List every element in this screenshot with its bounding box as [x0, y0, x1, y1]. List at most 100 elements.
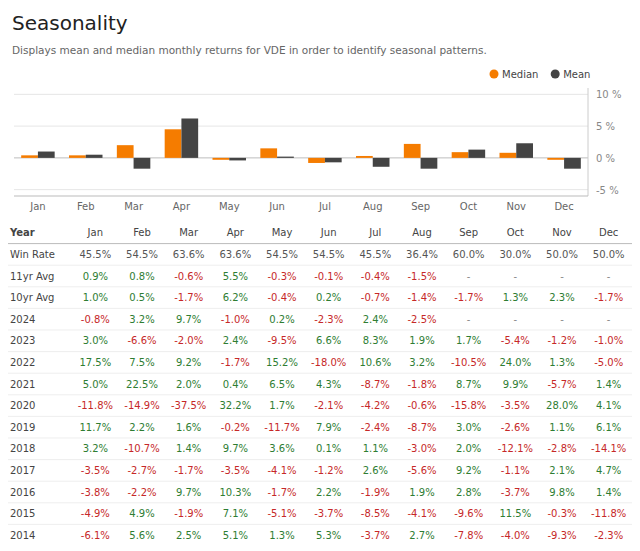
table-cell: 4.9% — [129, 508, 154, 519]
table-cell: -2.4% — [361, 422, 390, 433]
table-cell: -2.3% — [314, 314, 343, 325]
bar — [86, 155, 103, 158]
table-cell: -10.7% — [124, 443, 159, 454]
table-rule — [8, 459, 632, 460]
x-tick-label: Jan — [29, 201, 45, 212]
table-header: Jun — [320, 227, 337, 238]
table-cell: 0.9% — [83, 271, 108, 282]
bar — [373, 158, 390, 167]
table-cell: -1.2% — [547, 335, 576, 346]
table-cell: 0.2% — [269, 314, 294, 325]
table-cell: - — [560, 314, 564, 325]
table-cell: 4.3% — [316, 379, 341, 390]
table-cell: 1.7% — [269, 400, 294, 411]
bar — [468, 150, 485, 158]
bar — [404, 144, 421, 158]
table-cell: 3.2% — [129, 314, 154, 325]
table-cell: -0.8% — [81, 314, 110, 325]
table-cell: 2.0% — [456, 443, 481, 454]
table-cell: 8.3% — [363, 335, 388, 346]
table-cell: 2.2% — [129, 422, 154, 433]
table-cell: 54.5% — [266, 249, 298, 260]
table-cell: 1.4% — [596, 379, 621, 390]
bar — [452, 152, 469, 158]
table-cell: 50.0% — [546, 249, 578, 260]
table-cell: -4.0% — [501, 530, 530, 541]
table-cell: 2.4% — [223, 335, 248, 346]
table-cell: -0.3% — [267, 271, 296, 282]
bar — [260, 148, 277, 158]
table-header: Mar — [179, 227, 199, 238]
y-axis-line — [588, 88, 589, 196]
table-cell: 7.5% — [129, 357, 154, 368]
table-rule — [8, 265, 632, 266]
table-cell: -0.4% — [361, 271, 390, 282]
y-tick-label: 0 % — [596, 153, 615, 164]
table-rule — [8, 373, 632, 374]
bar — [325, 158, 342, 162]
table-cell: -1.4% — [407, 292, 436, 303]
title: Seasonality — [12, 11, 128, 35]
table-cell: 2.7% — [409, 530, 434, 541]
table-cell: 1.0% — [83, 292, 108, 303]
table-cell: 17.5% — [79, 357, 111, 368]
table-header: Dec — [599, 227, 618, 238]
bar — [69, 155, 86, 158]
table-header: Jan — [87, 227, 103, 238]
background — [0, 0, 640, 551]
table-cell: -3.0% — [407, 443, 436, 454]
table-cell: -9.3% — [547, 530, 576, 541]
table-cell: 15.2% — [266, 357, 298, 368]
table-cell: -1.8% — [407, 379, 436, 390]
x-tick-label: Nov — [506, 201, 526, 212]
table-cell: -12.1% — [498, 443, 533, 454]
table-cell: 1.7% — [456, 335, 481, 346]
table-cell: 50.0% — [593, 249, 625, 260]
grid — [14, 94, 588, 189]
table-cell: -4.9% — [81, 508, 110, 519]
row-label: 2014 — [10, 530, 35, 541]
table-cell: -1.7% — [174, 292, 203, 303]
table-cell: 1.3% — [503, 292, 528, 303]
table-cell: 2.8% — [456, 487, 481, 498]
table-cell: 3.0% — [83, 335, 108, 346]
table-header: Apr — [227, 227, 245, 238]
table-cell: -1.1% — [501, 465, 530, 476]
row-label: 2015 — [10, 508, 35, 519]
legend: MeanMedian — [490, 69, 591, 80]
table-cell: 2.4% — [363, 314, 388, 325]
row-label: 2020 — [10, 400, 35, 411]
table-cell: 2.5% — [176, 530, 201, 541]
table-cell: -8.7% — [361, 379, 390, 390]
table-cell: -4.1% — [267, 465, 296, 476]
table-cell: -1.7% — [221, 357, 250, 368]
table-cell: -5.7% — [547, 379, 576, 390]
table-cell: -5.4% — [501, 335, 530, 346]
table-cell: 1.3% — [269, 530, 294, 541]
table-cell: 5.0% — [83, 379, 108, 390]
row-label: 2023 — [10, 335, 35, 346]
table-cell: -2.2% — [127, 487, 156, 498]
table-cell: -0.4% — [267, 292, 296, 303]
table-cell: 6.2% — [223, 292, 248, 303]
table-cell: 36.4% — [406, 249, 438, 260]
y-tick-label: -5 % — [596, 185, 619, 196]
table-cell: -3.7% — [314, 508, 343, 519]
table-cell: 22.5% — [126, 379, 158, 390]
bar — [213, 158, 230, 160]
bar — [547, 158, 564, 160]
table-cell: 6.1% — [596, 422, 621, 433]
table-cell: -2.8% — [547, 443, 576, 454]
table-cell: 2.3% — [549, 292, 574, 303]
table-header: Nov — [552, 227, 572, 238]
table-cell: 63.6% — [173, 249, 205, 260]
table-rule — [8, 308, 632, 309]
row-label: 2021 — [10, 379, 35, 390]
bar — [134, 158, 151, 169]
table-cell: - — [607, 314, 611, 325]
row-label: 2016 — [10, 487, 35, 498]
table-cell: - — [560, 271, 564, 282]
table-cell: 1.4% — [176, 443, 201, 454]
x-tick-label: Dec — [554, 201, 573, 212]
grid-line — [14, 94, 588, 95]
